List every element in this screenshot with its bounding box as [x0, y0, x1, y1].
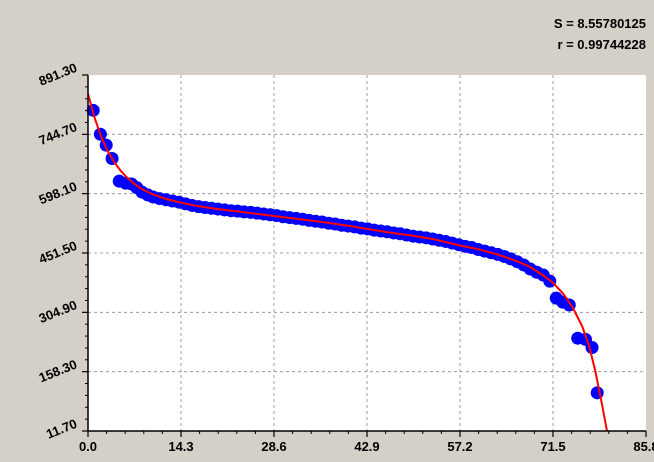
- x-tick-label: 14.3: [168, 439, 193, 454]
- x-tick-label: 42.9: [354, 439, 379, 454]
- std-error-label: S = 8.55780125: [554, 16, 646, 31]
- fit-curve-layer: [88, 93, 608, 431]
- x-tick-label: 71.5: [540, 439, 565, 454]
- tick-layer: [82, 74, 647, 437]
- x-tick-label: 57.2: [447, 439, 472, 454]
- data-point: [590, 386, 604, 400]
- x-tick-label: 85.8: [633, 439, 654, 454]
- grid-layer: [88, 75, 646, 431]
- x-tick-label: 0.0: [79, 439, 97, 454]
- x-tick-label: 28.6: [261, 439, 286, 454]
- correlation-label: r = 0.99744228: [557, 37, 646, 52]
- fit-curve: [88, 93, 608, 431]
